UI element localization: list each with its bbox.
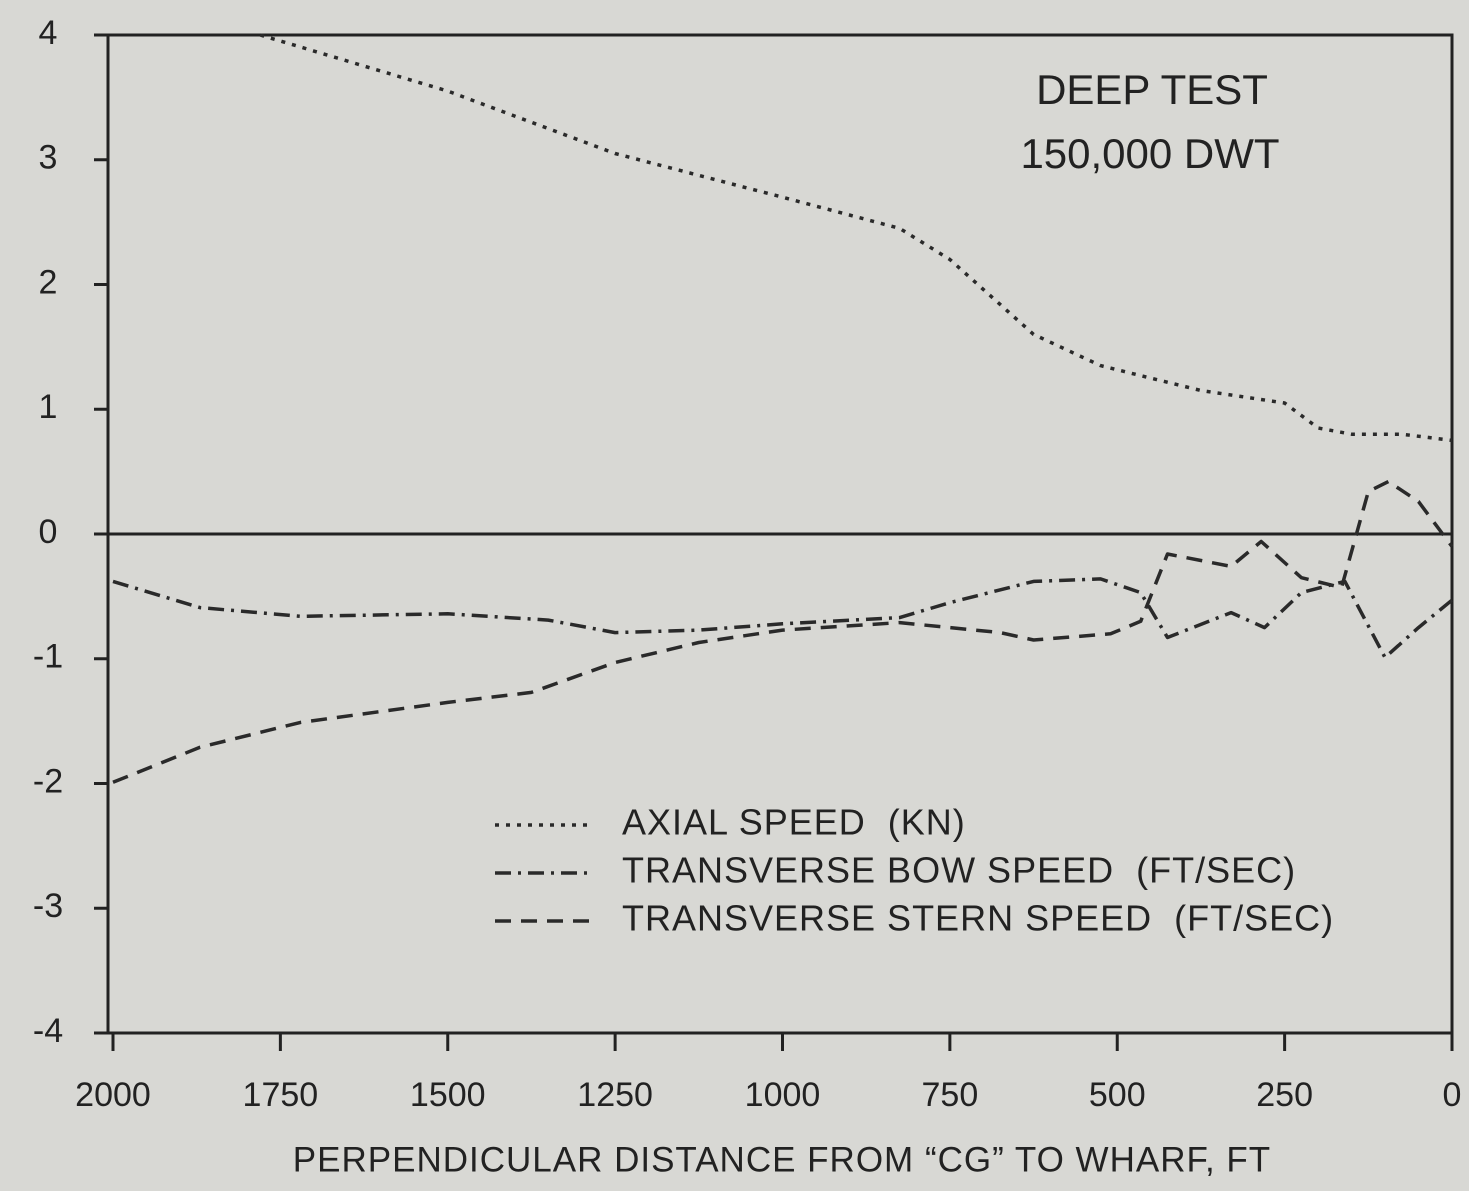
annotation: 150,000 DWT [1020, 130, 1279, 177]
y-tick-label: 0 [39, 513, 58, 551]
x-tick-label: 750 [922, 1076, 979, 1114]
x-tick-label: 500 [1089, 1076, 1146, 1114]
y-tick-label: 3 [39, 139, 58, 177]
series-line [259, 33, 1453, 443]
y-tick-label: -2 [33, 762, 63, 800]
x-tick-label: 2000 [75, 1076, 151, 1114]
x-tick-label: 1000 [745, 1076, 821, 1114]
y-tick-label: 4 [39, 14, 58, 52]
y-tick-label: 2 [39, 263, 58, 301]
x-tick-label: 1250 [577, 1076, 653, 1114]
legend-label: TRANSVERSE STERN SPEED (FT/SEC) [622, 898, 1334, 939]
annotation: DEEP TEST [1036, 66, 1268, 113]
y-tick-label: 1 [39, 388, 58, 426]
legend-label: TRANSVERSE BOW SPEED (FT/SEC) [622, 850, 1296, 891]
x-tick-label: 0 [1443, 1076, 1462, 1114]
x-axis-label: PERPENDICULAR DISTANCE FROM “CG” TO WHAR… [293, 1140, 1271, 1179]
y-tick-label: -3 [33, 887, 63, 925]
x-tick-label: 1750 [243, 1076, 319, 1114]
x-tick-label: 1500 [410, 1076, 486, 1114]
legend-label: AXIAL SPEED (KN) [622, 802, 966, 843]
y-tick-label: -4 [33, 1012, 63, 1050]
x-tick-label: 250 [1256, 1076, 1313, 1114]
y-tick-label: -1 [33, 638, 63, 676]
